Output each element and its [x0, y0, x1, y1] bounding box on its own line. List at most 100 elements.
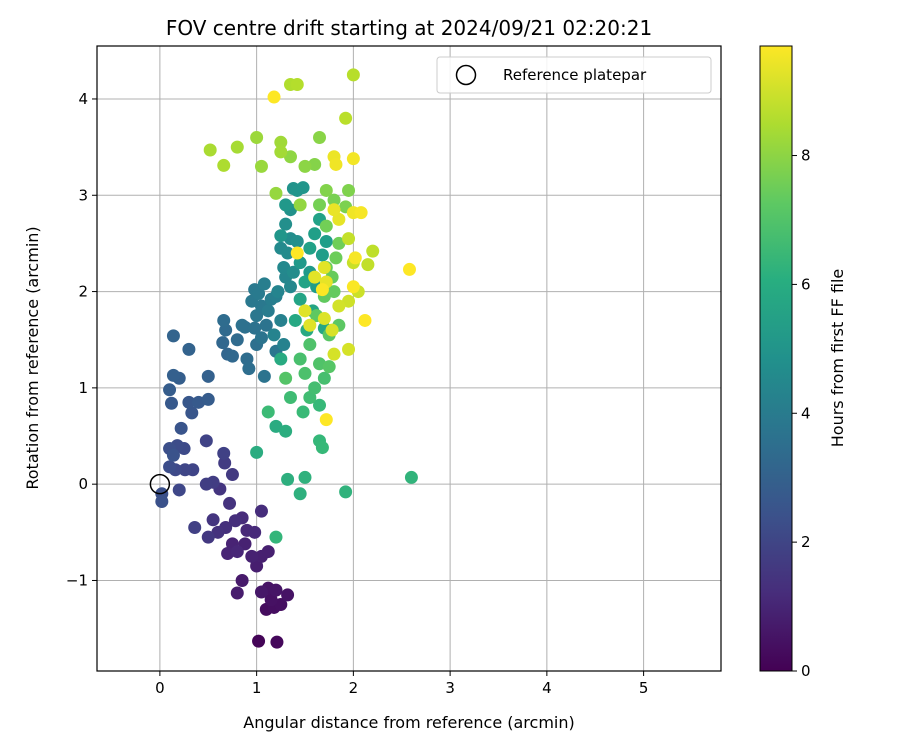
data-point — [201, 369, 215, 383]
data-point — [166, 448, 180, 462]
data-point — [250, 559, 264, 573]
data-point — [248, 321, 262, 335]
data-point — [199, 434, 213, 448]
data-point — [218, 456, 232, 470]
data-point — [166, 368, 180, 382]
data-point — [286, 265, 300, 279]
data-point — [366, 244, 380, 258]
grid-lines — [97, 46, 721, 671]
data-point — [298, 304, 312, 318]
data-point — [270, 635, 284, 649]
data-point — [402, 262, 416, 276]
data-point — [342, 342, 356, 356]
data-point — [267, 90, 281, 104]
data-point — [346, 152, 360, 166]
y-axis-label: Rotation from reference (arcmin) — [23, 226, 42, 489]
data-point — [319, 183, 333, 197]
data-point — [217, 313, 231, 327]
data-point — [317, 312, 331, 326]
data-point — [216, 336, 230, 350]
data-point — [199, 477, 213, 491]
data-point — [259, 318, 273, 332]
data-point — [290, 78, 304, 92]
x-tick-label: 2 — [349, 679, 359, 697]
colorbar-label: Hours from first FF file — [828, 269, 847, 448]
data-point — [279, 424, 293, 438]
data-point — [298, 159, 312, 173]
data-point — [269, 530, 283, 544]
data-point — [303, 318, 317, 332]
data-point — [279, 198, 293, 212]
data-point — [269, 186, 283, 200]
data-point — [346, 280, 360, 294]
data-point — [325, 323, 339, 337]
data-point — [217, 446, 231, 460]
data-point — [342, 294, 356, 308]
data-point — [230, 545, 244, 559]
colorbar-tick-label: 2 — [801, 533, 811, 551]
data-point — [252, 286, 266, 300]
data-point — [155, 495, 169, 509]
data-point — [313, 130, 327, 144]
data-point — [274, 313, 288, 327]
data-point — [346, 68, 360, 82]
data-point — [228, 514, 242, 528]
data-point — [283, 280, 297, 294]
y-tick-label: 4 — [78, 90, 88, 108]
data-points — [155, 68, 418, 649]
data-point — [404, 470, 418, 484]
data-point — [217, 158, 231, 172]
data-point — [261, 545, 275, 559]
data-point — [279, 217, 293, 231]
data-point — [319, 219, 333, 233]
data-point — [277, 260, 291, 274]
legend: Reference platepar — [436, 56, 712, 94]
x-axis-label: Angular distance from reference (arcmin) — [243, 713, 574, 732]
y-tick-label: 3 — [78, 186, 88, 204]
data-point — [254, 504, 268, 518]
data-point — [245, 549, 259, 563]
data-point — [313, 198, 327, 212]
legend-reference-marker — [455, 64, 477, 86]
data-point — [281, 472, 295, 486]
data-point — [172, 483, 186, 497]
colorbar-tick-label: 6 — [801, 275, 811, 293]
data-point — [163, 460, 177, 474]
data-point — [261, 304, 275, 318]
chart-title: FOV centre drift starting at 2024/09/21 … — [166, 16, 652, 40]
data-point — [254, 159, 268, 173]
data-point — [230, 140, 244, 154]
data-point — [298, 470, 312, 484]
colorbar-tick-label: 4 — [801, 404, 811, 422]
x-axis-ticks: 0 1 2 3 4 5 — [155, 671, 648, 697]
data-point — [296, 181, 310, 195]
data-point — [166, 329, 180, 343]
data-point — [242, 362, 256, 376]
data-point — [250, 445, 264, 459]
data-point — [281, 246, 295, 260]
data-point — [332, 299, 346, 313]
data-point — [308, 270, 322, 284]
data-point — [313, 398, 327, 412]
data-point — [329, 251, 343, 265]
data-point — [250, 309, 264, 323]
data-point — [329, 157, 343, 171]
data-point — [327, 285, 341, 299]
data-point — [182, 342, 196, 356]
data-point — [348, 251, 362, 265]
data-point — [274, 598, 288, 612]
data-point — [308, 157, 322, 171]
data-point — [296, 405, 310, 419]
data-point — [250, 130, 264, 144]
data-point — [332, 212, 346, 226]
plot-frame — [96, 45, 722, 672]
data-point — [361, 258, 375, 272]
data-point — [293, 198, 307, 212]
x-tick-label: 1 — [252, 679, 262, 697]
data-point — [201, 530, 215, 544]
data-point — [274, 229, 288, 243]
data-point — [319, 234, 333, 248]
data-point — [257, 369, 271, 383]
data-point — [290, 246, 304, 260]
data-point — [322, 360, 336, 374]
